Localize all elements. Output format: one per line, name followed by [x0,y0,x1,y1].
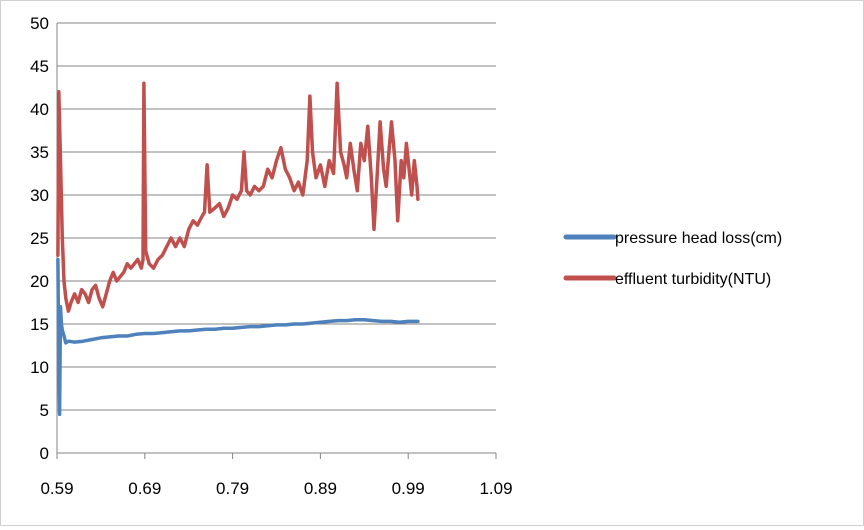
x-tick-label: 1.09 [479,479,512,498]
y-tick-label: 10 [30,358,49,377]
x-tick-label: 0.99 [392,479,425,498]
y-tick-label: 40 [30,100,49,119]
legend-label: pressure head loss(cm) [615,230,782,247]
x-tick-label: 0.69 [128,479,161,498]
legend: pressure head loss(cm) effluent turbidity… [563,230,782,288]
y-tick-label: 30 [30,186,49,205]
y-tick-label: 5 [40,401,49,420]
x-tick-labels: 0.59 0.69 0.79 0.89 0.99 1.09 [40,479,512,498]
y-tick-label: 45 [30,57,49,76]
y-tick-label: 35 [30,143,49,162]
plot-area [56,81,420,417]
y-tick-label: 50 [30,14,49,33]
y-tick-label: 0 [40,444,49,463]
y-tick-labels: 0 5 10 15 20 25 30 35 40 45 50 [30,14,49,463]
y-tick-label: 20 [30,272,49,291]
grid-lines [57,22,496,411]
axes [56,23,497,459]
x-tick-label: 0.89 [304,479,337,498]
y-tick-label: 25 [30,229,49,248]
x-tick-label: 0.59 [40,479,73,498]
x-tick-label: 0.79 [216,479,249,498]
y-tick-label: 15 [30,315,49,334]
series-line-pressure-head-loss-cm- [56,257,420,417]
legend-label: effluent turbidity(NTU) [615,271,771,288]
series-line-effluent-turbidity-ntu- [56,81,420,313]
